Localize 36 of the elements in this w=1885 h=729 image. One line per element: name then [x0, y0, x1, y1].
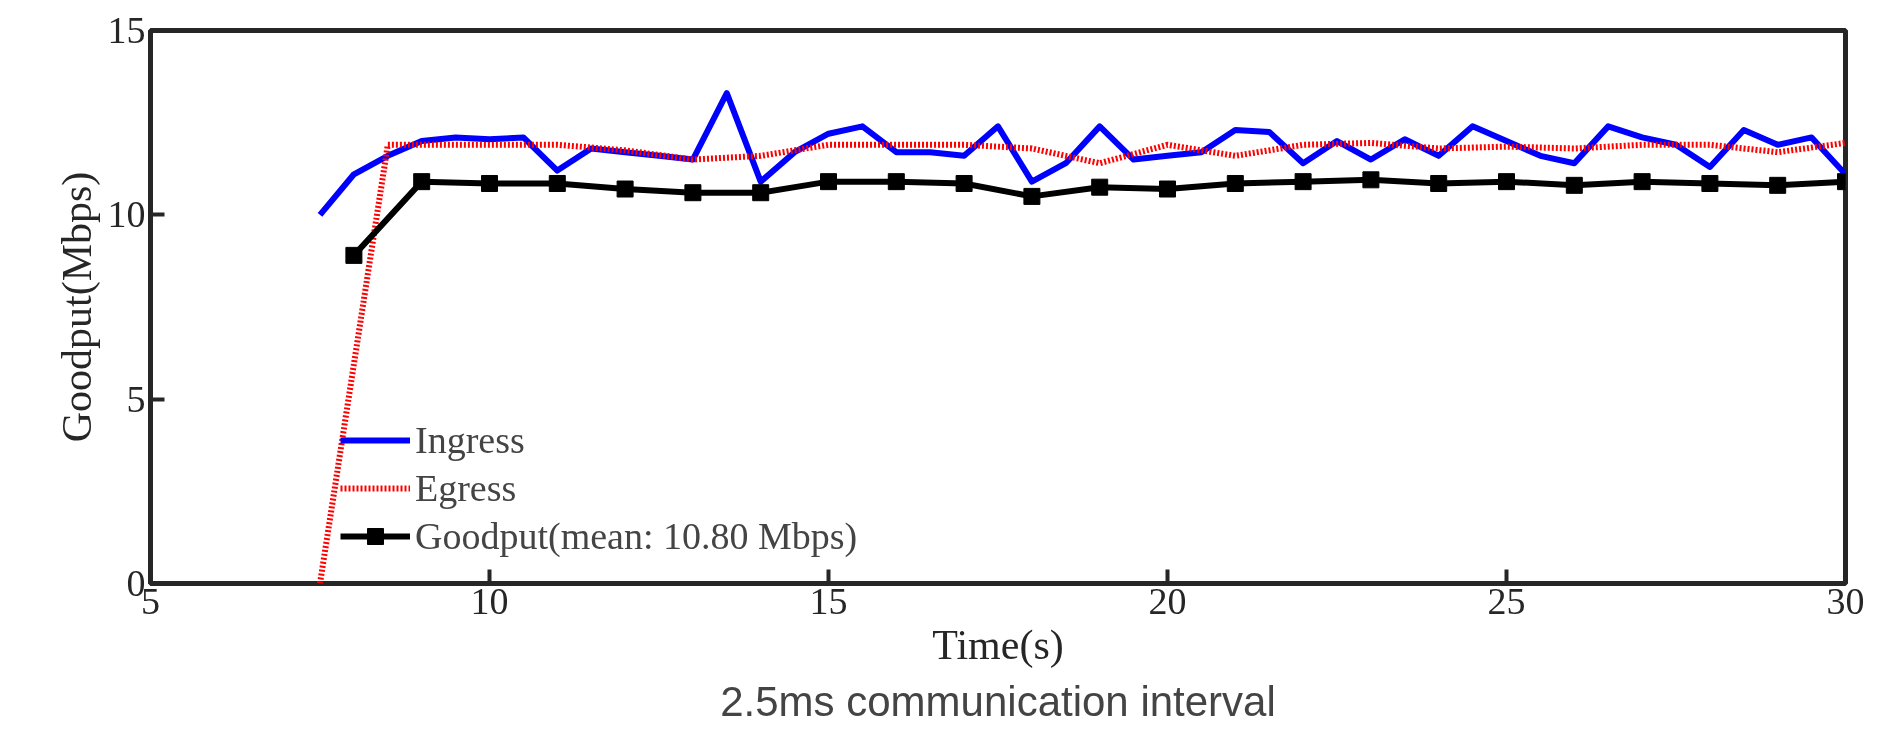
x-tick-label: 15 — [809, 579, 848, 622]
y-axis-title: Goodput(Mbps) — [53, 171, 101, 443]
point — [481, 175, 498, 192]
point — [1362, 171, 1380, 189]
point — [887, 173, 905, 191]
point — [820, 173, 837, 191]
point — [1226, 175, 1244, 192]
point — [548, 175, 566, 192]
x-tick-label: 10 — [470, 579, 509, 622]
point — [1091, 178, 1109, 196]
legend-label: Goodput(mean: 10.80 Mbps) — [415, 514, 858, 558]
point — [1565, 176, 1583, 194]
point — [752, 184, 770, 202]
point — [1023, 187, 1041, 205]
x-tick-label: 25 — [1487, 579, 1526, 622]
point — [1701, 175, 1719, 192]
text: 2.5ms communication interval — [720, 677, 1276, 725]
legend-label: Ingress — [415, 418, 525, 462]
x-tick-label: 20 — [1148, 579, 1187, 622]
x-axis-title: Time(s) — [932, 621, 1064, 669]
point — [1294, 173, 1312, 191]
point — [1430, 175, 1448, 192]
point — [1769, 176, 1787, 194]
point — [684, 184, 702, 202]
point — [955, 175, 973, 192]
point — [1633, 173, 1651, 191]
y-tick-label: 15 — [107, 9, 146, 51]
point — [345, 246, 363, 264]
legend-label: Egress — [415, 466, 517, 510]
point — [1159, 180, 1176, 198]
x-tick-label: 30 — [1826, 579, 1865, 622]
point — [616, 180, 634, 198]
y-tick-label: 10 — [107, 193, 146, 236]
y-tick-label: 5 — [126, 377, 146, 420]
point — [413, 173, 431, 191]
point — [1498, 173, 1515, 191]
